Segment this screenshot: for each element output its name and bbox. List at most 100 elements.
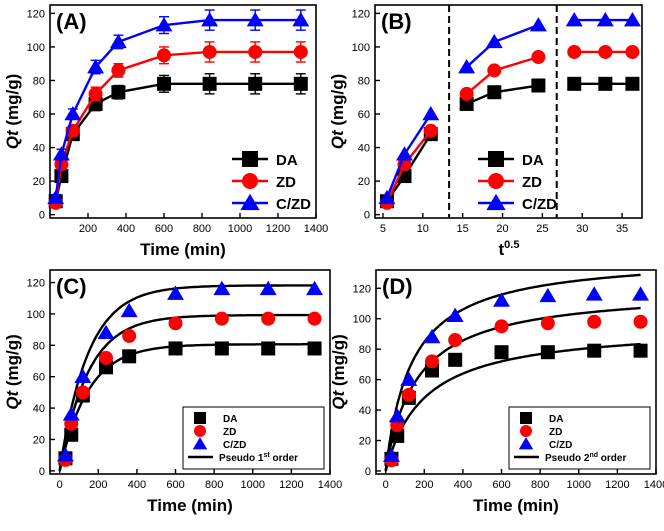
x-tick-label: 600 <box>492 479 510 491</box>
data-point <box>56 447 74 462</box>
data-point <box>54 157 69 172</box>
y-tick-label: 0 <box>365 466 371 478</box>
data-point <box>565 12 583 27</box>
x-tick-label: 1200 <box>279 479 303 491</box>
panel-label: (B) <box>381 9 412 34</box>
data-point <box>448 352 463 367</box>
data-point <box>587 314 602 329</box>
panel-label: (C) <box>56 274 87 299</box>
series-da <box>48 73 308 209</box>
x-tick-label: 35 <box>616 223 628 235</box>
fit-curve-czd <box>58 284 315 472</box>
data-point <box>539 287 557 303</box>
series-czd <box>56 280 324 462</box>
y-tick-label: 100 <box>27 309 45 321</box>
data-point <box>52 146 70 161</box>
data-point <box>567 44 582 59</box>
data-point <box>487 85 502 100</box>
panel-d: 0 200 400 600 800 1000 1200 1400 0 20 40 60 80 100 120… <box>329 269 664 515</box>
data-point <box>167 285 184 300</box>
y-tick-label: 80 <box>358 75 370 87</box>
data-point <box>448 333 463 348</box>
series-da <box>379 76 640 209</box>
data-point <box>155 17 173 32</box>
legend-marker <box>192 437 208 450</box>
y-tick-label: 80 <box>359 344 371 356</box>
legend-marker <box>520 425 532 437</box>
y-tick-label: 40 <box>359 405 371 417</box>
data-point <box>625 44 640 59</box>
data-point <box>494 345 509 360</box>
y-tick-label: 120 <box>27 278 45 290</box>
y-axis-label: Qt (mg/g) <box>3 334 22 410</box>
fit-label-tail: order <box>270 453 298 464</box>
y-tick-label: 40 <box>33 403 45 415</box>
data-point <box>633 314 648 329</box>
data-point <box>596 12 614 27</box>
legend-box <box>508 406 651 470</box>
y-tick-label: 40 <box>33 143 45 155</box>
x-tick-label: 200 <box>89 479 107 491</box>
series-czd <box>47 9 310 205</box>
fit-label-tail: order <box>598 453 626 464</box>
plot-frame <box>49 4 317 219</box>
x-tick-label: 1400 <box>318 479 342 491</box>
data-point <box>459 86 474 101</box>
y-axis-label-main: Qt <box>3 390 22 410</box>
data-point <box>74 368 92 383</box>
x-tick-label: 10 <box>417 223 429 235</box>
x-tick-label: 5 <box>380 223 386 235</box>
x-tick-label: 1000 <box>241 479 265 491</box>
fit-label-sup: nd <box>589 452 598 459</box>
y-tick-label: 120 <box>353 283 371 295</box>
legend-marker <box>194 412 206 424</box>
x-tick-label: 800 <box>531 479 549 491</box>
data-point <box>111 63 126 78</box>
legend: DA ZD C/ZD <box>232 151 311 213</box>
data-point <box>625 76 640 91</box>
legend-label: C/ZD <box>223 440 246 451</box>
data-point <box>458 59 476 74</box>
legend-label: DA <box>223 414 237 425</box>
data-point <box>423 328 441 344</box>
data-point <box>585 286 603 301</box>
data-point <box>567 76 582 91</box>
data-point <box>623 12 641 27</box>
y-tick-label: 80 <box>33 75 45 87</box>
legend: DA ZD C/ZD <box>478 151 557 213</box>
data-point <box>213 280 231 296</box>
data-point <box>293 44 308 59</box>
data-point <box>422 105 440 121</box>
data-point <box>400 371 418 386</box>
data-point <box>261 311 276 326</box>
y-tick-label: 20 <box>33 176 45 188</box>
legend-label: DA <box>276 152 298 169</box>
x-tick-label: 800 <box>193 223 211 235</box>
y-axis-label-unit: (mg/g) <box>328 74 347 131</box>
data-point <box>598 44 613 59</box>
legend-label: DA <box>549 414 563 425</box>
series-czd <box>382 286 650 463</box>
y-axis-label-main: Qt <box>3 129 22 149</box>
x-axis-label: Time (min) <box>147 496 233 515</box>
data-point <box>293 76 308 91</box>
data-point <box>529 17 547 32</box>
series-line <box>466 84 539 106</box>
x-tick-label: 0 <box>57 479 63 491</box>
y-tick-label: 20 <box>33 434 45 446</box>
y-tick-label: 0 <box>364 210 370 222</box>
data-point <box>168 341 183 356</box>
data-point <box>246 12 264 27</box>
data-point <box>88 86 103 101</box>
y-tick-label: 60 <box>358 109 370 121</box>
legend-label: ZD <box>522 174 542 191</box>
x-tick-label: 15 <box>457 223 469 235</box>
data-point <box>64 105 82 121</box>
legend-fit-label: Pseudo 2nd order <box>545 452 626 464</box>
y-tick-label: 100 <box>27 42 45 54</box>
y-tick-label: 120 <box>27 8 45 20</box>
y-axis-label-main: Qt <box>329 390 348 410</box>
x-tick-label: 1400 <box>644 479 664 491</box>
legend-label: ZD <box>549 427 562 438</box>
legend-marker <box>194 425 206 437</box>
